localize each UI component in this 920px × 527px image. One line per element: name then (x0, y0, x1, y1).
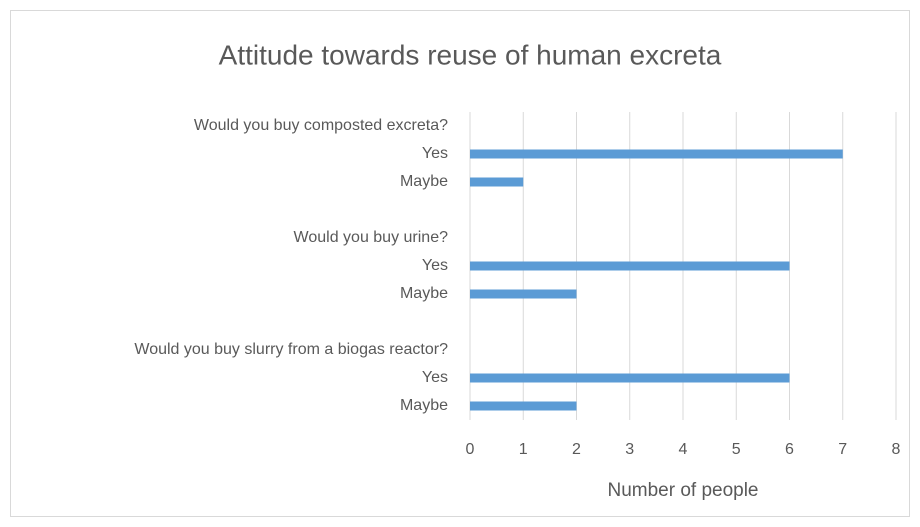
x-tick-label: 1 (519, 441, 528, 458)
y-tick-label: Maybe (400, 285, 448, 302)
x-tick-label: 6 (785, 441, 794, 458)
x-tick-label: 8 (892, 441, 901, 458)
x-tick-label: 5 (732, 441, 741, 458)
bar (470, 373, 790, 383)
y-tick-label: Yes (422, 369, 448, 386)
y-tick-label: Yes (422, 257, 448, 274)
x-axis-title: Number of people (607, 480, 758, 501)
bar (470, 401, 577, 411)
bar (470, 261, 790, 271)
x-tick-label: 4 (679, 441, 688, 458)
group-label: Would you buy slurry from a biogas react… (134, 341, 448, 358)
y-tick-label: Maybe (400, 173, 448, 190)
x-tick-label: 7 (838, 441, 847, 458)
x-tick-label: 3 (625, 441, 634, 458)
y-tick-label: Maybe (400, 397, 448, 414)
y-tick-label: Yes (422, 145, 448, 162)
group-label: Would you buy composted excreta? (194, 117, 448, 134)
bar (470, 177, 524, 187)
group-label: Would you buy urine? (294, 229, 449, 246)
x-tick-label: 2 (572, 441, 581, 458)
bar (470, 289, 577, 299)
x-tick-label: 0 (466, 441, 475, 458)
bar (470, 149, 843, 159)
chart-title: Attitude towards reuse of human excreta (219, 39, 722, 70)
